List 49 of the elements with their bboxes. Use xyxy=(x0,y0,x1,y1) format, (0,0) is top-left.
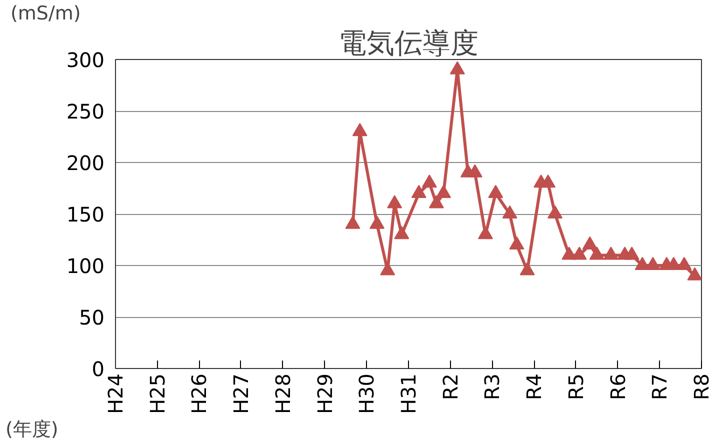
point xyxy=(540,174,556,188)
y-tick-label: 100 xyxy=(66,254,105,278)
point xyxy=(428,195,444,208)
x-axis-title: (年度) xyxy=(6,418,58,440)
point xyxy=(467,164,482,178)
point xyxy=(589,246,604,260)
x-tick-label: H26 xyxy=(187,373,212,414)
y-tick-label: 50 xyxy=(79,306,105,330)
x-tick-label: H25 xyxy=(145,373,170,414)
x-tick-label: R5 xyxy=(564,373,588,400)
point xyxy=(624,246,640,260)
x-tick-label: R4 xyxy=(522,373,546,400)
y-tick-label: 250 xyxy=(66,100,105,124)
x-tick-label: R7 xyxy=(648,373,672,400)
x-tick-label: H28 xyxy=(270,373,295,414)
point xyxy=(352,123,368,136)
point xyxy=(520,262,535,276)
x-tick-label: R6 xyxy=(606,373,630,400)
x-tick-label: H30 xyxy=(354,373,379,414)
point xyxy=(572,246,587,260)
x-tick-label: R8 xyxy=(690,373,713,400)
y-tick-label: 150 xyxy=(66,202,105,226)
y-axis-title: (mS/m) xyxy=(10,2,81,24)
point xyxy=(394,226,410,240)
x-tick-label: R2 xyxy=(438,373,462,400)
x-tick-label: H27 xyxy=(229,373,253,414)
point xyxy=(509,236,524,250)
point xyxy=(436,184,452,198)
y-tick-label: 300 xyxy=(66,48,105,72)
point xyxy=(548,205,563,219)
x-tick-label: H29 xyxy=(312,373,337,414)
point xyxy=(422,174,437,188)
point xyxy=(488,184,504,198)
chart-title: 電気伝導度 xyxy=(338,26,478,60)
point xyxy=(478,226,493,240)
point xyxy=(502,205,518,219)
point xyxy=(687,267,702,280)
x-tick-label: R3 xyxy=(480,373,504,400)
point xyxy=(582,236,598,250)
point xyxy=(387,195,402,208)
y-tick-label: 0 xyxy=(92,357,105,381)
point xyxy=(450,61,465,74)
y-tick-label: 200 xyxy=(66,151,105,175)
point xyxy=(345,216,360,229)
x-tick-label: H31 xyxy=(396,373,420,414)
point xyxy=(411,184,426,198)
point xyxy=(370,216,385,229)
x-tick-label: H24 xyxy=(104,373,128,414)
point xyxy=(603,246,618,260)
